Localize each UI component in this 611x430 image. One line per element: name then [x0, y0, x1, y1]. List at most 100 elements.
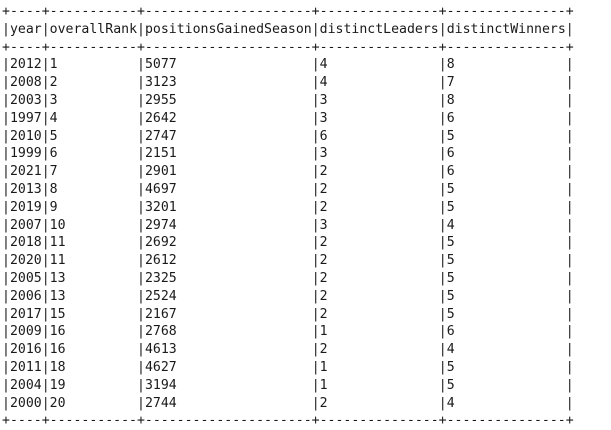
table-row: |2017|15 |2167 |2 |5 | [2, 306, 574, 322]
cell-distinctLeaders: 1 [319, 324, 328, 340]
cell-distinctWinners: 5 [446, 253, 455, 269]
cell-overallRank: 16 [49, 324, 66, 340]
cell-year: 2008 [9, 75, 42, 91]
cell-distinctLeaders: 2 [319, 395, 328, 411]
cell-distinctLeaders: 2 [319, 253, 328, 269]
cell-distinctWinners: 8 [446, 57, 455, 73]
cell-positionsGainedSeason: 3194 [144, 377, 177, 393]
cell-year: 2013 [9, 181, 42, 197]
cell-year: 2005 [9, 270, 42, 286]
table-row: |2008|2 |3123 |4 |7 | [2, 75, 574, 91]
cell-year: 2019 [9, 199, 42, 215]
table-row: |2005|13 |2325 |2 |5 | [2, 270, 574, 286]
cell-overallRank: 16 [49, 342, 66, 358]
cell-year: 2010 [9, 128, 42, 144]
cell-distinctLeaders: 4 [319, 57, 328, 73]
cell-year: 2017 [9, 306, 42, 322]
cell-year: 2020 [9, 253, 42, 269]
cell-distinctLeaders: 2 [319, 288, 328, 304]
cell-overallRank: 20 [49, 395, 66, 411]
cell-overallRank: 6 [49, 146, 58, 162]
table-row: |2016|16 |4613 |2 |4 | [2, 342, 574, 358]
cell-distinctWinners: 6 [446, 110, 455, 126]
cell-year: 2009 [9, 324, 42, 340]
table-row: |2011|18 |4627 |1 |5 | [2, 359, 574, 375]
cell-distinctWinners: 6 [446, 164, 455, 180]
cell-overallRank: 8 [49, 181, 58, 197]
cell-distinctWinners: 6 [446, 324, 455, 340]
cell-distinctLeaders: 3 [319, 217, 328, 233]
table-border-header: +----+-----------+---------------------+… [2, 39, 574, 55]
table-row: |2018|11 |2692 |2 |5 | [2, 235, 574, 251]
cell-year: 1997 [9, 110, 42, 126]
cell-year: 2000 [9, 395, 42, 411]
table-header-row: |year|overallRank|positionsGainedSeason|… [2, 21, 574, 37]
table-row: |2006|13 |2524 |2 |5 | [2, 288, 574, 304]
cell-positionsGainedSeason: 2747 [144, 128, 177, 144]
cell-year: 2007 [9, 217, 42, 233]
cell-distinctLeaders: 2 [319, 235, 328, 251]
cell-overallRank: 5 [49, 128, 58, 144]
cell-positionsGainedSeason: 2768 [144, 324, 177, 340]
cell-distinctWinners: 6 [446, 146, 455, 162]
cell-overallRank: 4 [49, 110, 58, 126]
cell-distinctWinners: 4 [446, 342, 455, 358]
cell-distinctLeaders: 3 [319, 110, 328, 126]
table-row: |1997|4 |2642 |3 |6 | [2, 110, 574, 126]
column-header-year: year [9, 21, 42, 37]
cell-positionsGainedSeason: 5077 [144, 57, 177, 73]
cell-year: 2021 [9, 164, 42, 180]
cell-distinctWinners: 5 [446, 359, 455, 375]
cell-distinctLeaders: 4 [319, 75, 328, 91]
cell-overallRank: 11 [49, 253, 66, 269]
cell-positionsGainedSeason: 2692 [144, 235, 177, 251]
cell-overallRank: 7 [49, 164, 58, 180]
cell-overallRank: 19 [49, 377, 66, 393]
table-row: |2009|16 |2768 |1 |6 | [2, 324, 574, 340]
cell-distinctWinners: 5 [446, 128, 455, 144]
table-row: |2013|8 |4697 |2 |5 | [2, 181, 574, 197]
column-header-distinctLeaders: distinctLeaders [319, 21, 439, 37]
table-row: |2004|19 |3194 |1 |5 | [2, 377, 574, 393]
cell-distinctLeaders: 6 [319, 128, 328, 144]
table-border-top: +----+-----------+---------------------+… [2, 4, 574, 19]
cell-positionsGainedSeason: 4613 [144, 342, 177, 358]
cell-distinctWinners: 4 [446, 395, 455, 411]
cell-distinctWinners: 5 [446, 270, 455, 286]
cell-positionsGainedSeason: 2325 [144, 270, 177, 286]
cell-overallRank: 13 [49, 288, 66, 304]
column-header-distinctWinners: distinctWinners [446, 21, 566, 37]
cell-year: 2012 [9, 57, 42, 73]
cell-year: 2006 [9, 288, 42, 304]
cell-positionsGainedSeason: 2955 [144, 92, 177, 108]
cell-positionsGainedSeason: 3201 [144, 199, 177, 215]
cell-distinctLeaders: 2 [319, 270, 328, 286]
table-row: |1999|6 |2151 |3 |6 | [2, 146, 574, 162]
cell-year: 2011 [9, 359, 42, 375]
cell-positionsGainedSeason: 4697 [144, 181, 177, 197]
cell-positionsGainedSeason: 2642 [144, 110, 177, 126]
cell-overallRank: 13 [49, 270, 66, 286]
cell-overallRank: 2 [49, 75, 58, 91]
table-row: |2019|9 |3201 |2 |5 | [2, 199, 574, 215]
cell-distinctWinners: 5 [446, 306, 455, 322]
cell-overallRank: 18 [49, 359, 66, 375]
cell-positionsGainedSeason: 2744 [144, 395, 177, 411]
cell-distinctWinners: 5 [446, 377, 455, 393]
table-row: |2010|5 |2747 |6 |5 | [2, 128, 574, 144]
cell-overallRank: 10 [49, 217, 66, 233]
table-row: |2020|11 |2612 |2 |5 | [2, 253, 574, 269]
cell-overallRank: 15 [49, 306, 66, 322]
cell-positionsGainedSeason: 2167 [144, 306, 177, 322]
cell-overallRank: 1 [49, 57, 58, 73]
cell-positionsGainedSeason: 4627 [144, 359, 177, 375]
cell-distinctLeaders: 2 [319, 306, 328, 322]
cell-year: 2003 [9, 92, 42, 108]
table-row: |2003|3 |2955 |3 |8 | [2, 92, 574, 108]
cell-distinctLeaders: 1 [319, 359, 328, 375]
console-output: +----+-----------+---------------------+… [2, 3, 574, 430]
cell-distinctWinners: 8 [446, 92, 455, 108]
cell-distinctWinners: 5 [446, 181, 455, 197]
cell-distinctLeaders: 3 [319, 92, 328, 108]
column-header-overallRank: overallRank [49, 21, 138, 37]
